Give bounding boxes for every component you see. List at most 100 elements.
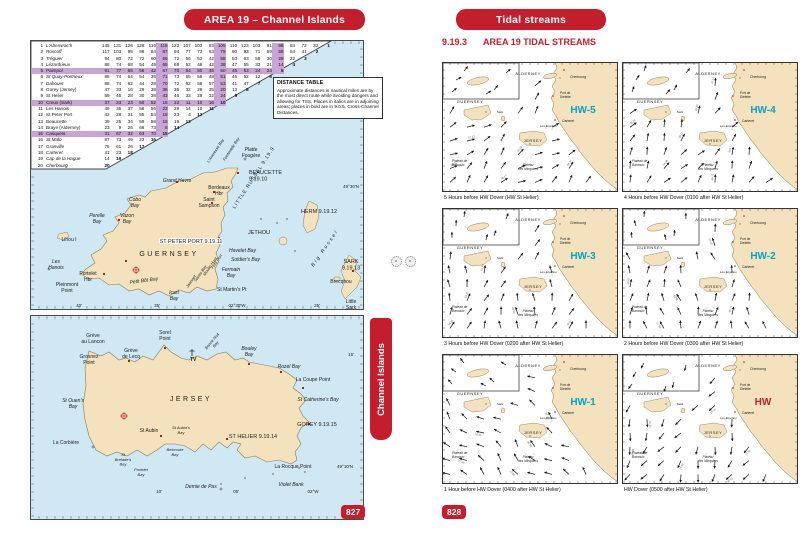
svg-text:09,17: 09,17 <box>678 463 684 471</box>
svg-text:La Corbière: La Corbière <box>53 440 79 446</box>
distance-table-row: 3 Tréguier 94 80 72 72 60 66 72 56 52 42 58 53 63 58 30 2… <box>40 55 307 62</box>
channel-islands-tab[interactable]: Channel Islands <box>370 318 392 440</box>
svg-text:GUERNSEY: GUERNSEY <box>457 99 483 104</box>
tidal-caption: HW Dover (0500 after HW St Helier) <box>624 487 708 493</box>
svg-text:St Martin's Pt: St Martin's Pt <box>217 287 247 293</box>
svg-text:St Aubin: St Aubin <box>140 428 159 434</box>
tidal-caption: 2 Hours before HW Dover (0300 after HW S… <box>624 341 744 347</box>
section-heading: 9.19.3 AREA 19 TIDAL STREAMS <box>442 37 596 47</box>
svg-text:JERSEY: JERSEY <box>524 284 543 289</box>
svg-text:05,12: 05,12 <box>710 173 714 180</box>
distance-table-row: 4 Lézardrieux 88 74 68 54 49 65 68 52 48 42 38 47 55 33… <box>40 61 296 69</box>
distance-table-row: 12 St Peter Port 42 28 31 55 54 18 23 4 12 <box>37 112 203 119</box>
distance-table-row: 20 Cherbourg 20 <box>37 162 110 168</box>
svg-text:HW-1: HW-1 <box>570 397 596 408</box>
svg-text:JERSEY: JERSEY <box>704 138 723 143</box>
distance-table-row: 14 Braye (Alderney) 23 9 26 66 73 8 14 <box>37 124 180 132</box>
distance-table-row: 1 L'Aberwrac'h 145 131 126 128 116 115 122 107 103… <box>40 43 330 50</box>
svg-text:Sark: Sark <box>497 402 504 406</box>
jersey-chart-svg: Grève au Lancon Grosnez Point Grève de Lecq So… <box>31 316 363 519</box>
svg-text:05,09: 05,09 <box>526 440 533 448</box>
svg-text:GUERNSEY: GUERNSEY <box>637 245 663 250</box>
tidal-chart-hw: 07,13 10,20 05,09 06,11 09,17 04,08 ALDERNEY GU… <box>622 354 800 496</box>
tidal-chart-hw-minus-1: 07,13 10,20 05,09 06,11 09,17 ALDERNEY GUERNSE… <box>442 354 620 496</box>
svg-text:HERM 9.19.12: HERM 9.19.12 <box>301 209 337 215</box>
svg-text:GUERNSEY: GUERNSEY <box>457 245 483 250</box>
svg-text:Carteret: Carteret <box>742 265 754 269</box>
tidal-chart-svg: 07,13 10,20 05,09 06,11 09,17 ALDERNEY GUERNSE… <box>442 354 618 484</box>
svg-text:HW-4: HW-4 <box>750 105 776 116</box>
section-title: AREA 19 TIDAL STREAMS <box>483 37 597 47</box>
svg-text:09,17: 09,17 <box>508 469 516 477</box>
svg-text:10,20: 10,20 <box>463 291 469 299</box>
distance-table-row: 2 Roscoff 117 103 95 96 84 87 94 77 73 63 79 80 93 71 59… <box>40 49 319 56</box>
svg-text:JERSEY: JERSEY <box>524 430 543 435</box>
svg-text:Petit Bôt Bay: Petit Bôt Bay <box>129 276 159 286</box>
svg-text:TV: TV <box>190 357 197 363</box>
svg-text:Soldier's Bay: Soldier's Bay <box>231 257 261 263</box>
svg-text:05': 05' <box>233 489 239 494</box>
svg-text:JERSEY: JERSEY <box>524 138 543 143</box>
svg-text:GOREY 9.19.15: GOREY 9.19.15 <box>297 422 337 428</box>
jersey-chart: Grève au Lancon Grosnez Point Grève de Lecq So… <box>30 315 364 520</box>
distance-table-row: 16 St Malo 87 73 49 23 16 <box>37 137 156 143</box>
svg-text:49°30'N: 49°30'N <box>343 184 359 189</box>
svg-text:Cherbourg: Cherbourg <box>570 367 586 371</box>
svg-text:Carteret: Carteret <box>742 119 754 123</box>
svg-text:07,13: 07,13 <box>709 407 717 415</box>
svg-text:Carteret: Carteret <box>742 411 754 415</box>
svg-text:La Rocque Point: La Rocque Point <box>275 464 313 470</box>
svg-text:Cherbourg: Cherbourg <box>750 221 766 225</box>
svg-text:Violet Bank: Violet Bank <box>278 482 304 488</box>
distance-table-row: 10 Creux (Sark) 37 23 23 50 52 18 22 11 10 16 10 <box>32 99 334 106</box>
svg-text:La Coupe Point: La Coupe Point <box>296 377 331 383</box>
svg-text:05,09: 05,09 <box>631 449 635 456</box>
svg-text:Carteret: Carteret <box>562 265 574 269</box>
svg-text:05,09: 05,09 <box>450 161 458 167</box>
svg-text:JETHOU: JETHOU <box>248 230 270 236</box>
tidal-caption: 1 Hour before HW Dover (0400 after HW St… <box>444 487 561 493</box>
svg-text:GUERNSEY: GUERNSEY <box>139 251 198 258</box>
svg-text:ST PETER PORT 9.19.11: ST PETER PORT 9.19.11 <box>160 239 223 245</box>
svg-text:04,08: 04,08 <box>726 476 734 484</box>
svg-text:05,09: 05,09 <box>510 306 516 314</box>
svg-text:10,20: 10,20 <box>516 145 524 153</box>
distance-table-row: 5 Paimpol 91 77 65 56 42 67 70 54 50 45 50 45 53 24 24 5 <box>32 68 334 75</box>
tidal-chart-hw-minus-5: 07,13 10,20 05,09 06,11 09,17 ALDERNEY GUERNSE… <box>442 62 620 204</box>
guernsey-chart: Grand Havre Cobo Bay Vazon Bay Perelle Bay Liho… <box>30 40 383 310</box>
tidal-chart-svg: 07,13 10,20 05,09 06,11 09,17 04,08 05,12 ALDER… <box>622 62 798 192</box>
svg-text:Brecqhou: Brecqhou <box>330 279 352 285</box>
svg-text:Demie de Pas: Demie de Pas <box>185 484 217 490</box>
distance-table-row: 13 Beaucette 39 25 34 59 58 15 19 13 <box>37 118 191 125</box>
svg-text:ALDERNEY: ALDERNEY <box>695 217 721 222</box>
tidal-chart-hw-minus-2: 07,13 10,20 05,09 06,11 09,17 ALDERNEY GUERNSE… <box>622 208 800 350</box>
svg-text:40': 40' <box>76 303 82 308</box>
svg-text:Sark: Sark <box>677 256 684 260</box>
section-number: 9.19.3 <box>442 37 468 47</box>
svg-text:ALDERNEY: ALDERNEY <box>515 363 541 368</box>
svg-text:49°10'N: 49°10'N <box>337 464 353 469</box>
svg-text:St Catherine's Bay: St Catherine's Bay <box>297 397 339 403</box>
